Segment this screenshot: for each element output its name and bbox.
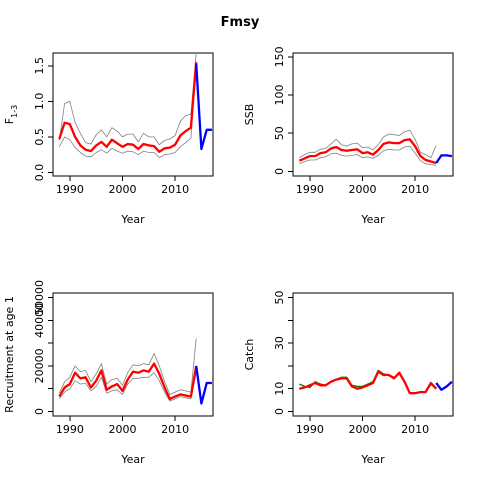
series-median-line bbox=[298, 138, 437, 165]
x-tick-label: 2000 bbox=[348, 183, 376, 196]
y-axis-title: Catch bbox=[243, 339, 256, 371]
y-tick-label: 10 bbox=[273, 382, 286, 396]
series-projection-line bbox=[435, 380, 453, 391]
series-lower-line bbox=[299, 145, 437, 166]
y-axis-title-main: Catch bbox=[243, 339, 256, 371]
y-axis-title-main: F bbox=[3, 118, 16, 124]
series-upper-line bbox=[58, 52, 197, 146]
y-tick-label: 0.0 bbox=[33, 164, 46, 182]
y-tick-label: 50 bbox=[273, 291, 286, 305]
y-tick-label: 0.5 bbox=[33, 128, 46, 146]
series-projection-line bbox=[195, 365, 212, 405]
x-tick-label: 2000 bbox=[348, 423, 376, 436]
main-title: Fmsy bbox=[221, 15, 260, 30]
plot-frame bbox=[52, 52, 214, 177]
series-observed-line bbox=[299, 369, 437, 394]
series-lower-line bbox=[58, 62, 197, 158]
y-axis-title-main: SSB bbox=[243, 104, 256, 126]
y-axis-title-main: Recruitment at age 1 bbox=[3, 296, 16, 413]
y-tick-label: 100 bbox=[273, 85, 286, 106]
x-tick-label: 1990 bbox=[56, 423, 84, 436]
y-axis-title-subscript: 1-3 bbox=[10, 105, 19, 118]
series-median-line bbox=[299, 370, 438, 395]
x-tick-label: 2010 bbox=[161, 423, 189, 436]
y-tick-label: 0 bbox=[273, 408, 286, 415]
y-tick-label: 50000 bbox=[33, 280, 46, 315]
y-axis-title: SSB bbox=[243, 104, 256, 126]
y-tick-label: 0 bbox=[273, 168, 286, 175]
panel-4: 1990 2000 2010 0 10 30 50 Year Catch bbox=[243, 291, 454, 466]
x-tick-label: 2010 bbox=[401, 423, 429, 436]
plot-frame bbox=[52, 292, 214, 417]
y-tick-label: 30 bbox=[273, 336, 286, 350]
plot-frame bbox=[292, 292, 454, 417]
panel-1: 1990 2000 2010 0.0 0.5 1.0 1.5 Year F1-3 bbox=[3, 52, 214, 226]
series-upper-line bbox=[58, 338, 197, 395]
x-tick-label: 1990 bbox=[296, 183, 324, 196]
panel-2: 1990 2000 2010 0 50 100 150 Year SSB bbox=[243, 46, 454, 226]
plot-frame bbox=[292, 52, 454, 177]
y-tick-label: 1.5 bbox=[33, 57, 46, 75]
x-tick-label: 2000 bbox=[108, 423, 136, 436]
y-tick-label: 40000 bbox=[33, 303, 46, 338]
y-tick-label: 20000 bbox=[33, 348, 46, 383]
y-tick-label: 0 bbox=[33, 408, 46, 415]
x-tick-label: 2010 bbox=[401, 183, 429, 196]
y-axis-title: F1-3 bbox=[3, 105, 19, 124]
x-axis-title: Year bbox=[360, 213, 385, 226]
x-tick-label: 1990 bbox=[296, 423, 324, 436]
y-axis-title: Recruitment at age 1 bbox=[3, 296, 16, 413]
x-tick-label: 1990 bbox=[56, 183, 84, 196]
y-tick-label: 150 bbox=[273, 46, 286, 67]
y-tick-label: 50 bbox=[273, 126, 286, 140]
series-lower-line bbox=[58, 372, 197, 402]
x-axis-title: Year bbox=[120, 213, 145, 226]
x-tick-label: 2010 bbox=[161, 183, 189, 196]
y-tick-label: 1.0 bbox=[33, 93, 46, 111]
series-median-line bbox=[58, 362, 198, 401]
x-axis-title: Year bbox=[120, 453, 145, 466]
x-axis-title: Year bbox=[360, 453, 385, 466]
series-upper-line bbox=[299, 129, 437, 159]
series-projection-line bbox=[435, 154, 453, 164]
x-tick-label: 2000 bbox=[108, 183, 136, 196]
series-median-line bbox=[58, 62, 198, 153]
series-projection-line bbox=[195, 63, 212, 151]
